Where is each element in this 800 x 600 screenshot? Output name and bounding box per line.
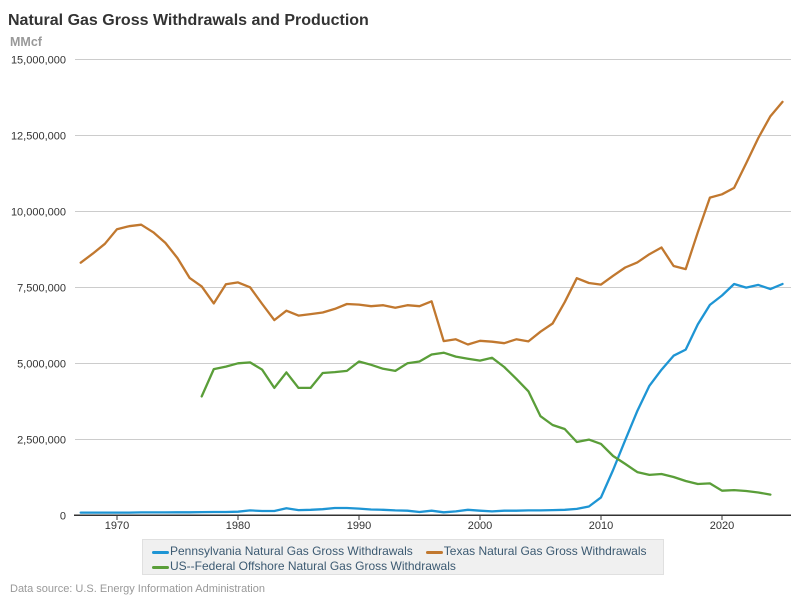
svg-text:1970: 1970 xyxy=(105,520,129,532)
svg-text:2000: 2000 xyxy=(468,520,492,532)
svg-text:0: 0 xyxy=(60,511,66,523)
svg-text:10,000,000: 10,000,000 xyxy=(11,207,66,219)
svg-text:1980: 1980 xyxy=(226,520,250,532)
svg-text:12,500,000: 12,500,000 xyxy=(11,131,66,143)
svg-text:7,500,000: 7,500,000 xyxy=(17,283,66,295)
svg-text:5,000,000: 5,000,000 xyxy=(17,359,66,371)
svg-text:2,500,000: 2,500,000 xyxy=(17,435,66,447)
svg-text:2020: 2020 xyxy=(710,520,734,532)
svg-text:2010: 2010 xyxy=(589,520,613,532)
svg-text:1990: 1990 xyxy=(347,520,371,532)
svg-text:15,000,000: 15,000,000 xyxy=(11,55,66,67)
